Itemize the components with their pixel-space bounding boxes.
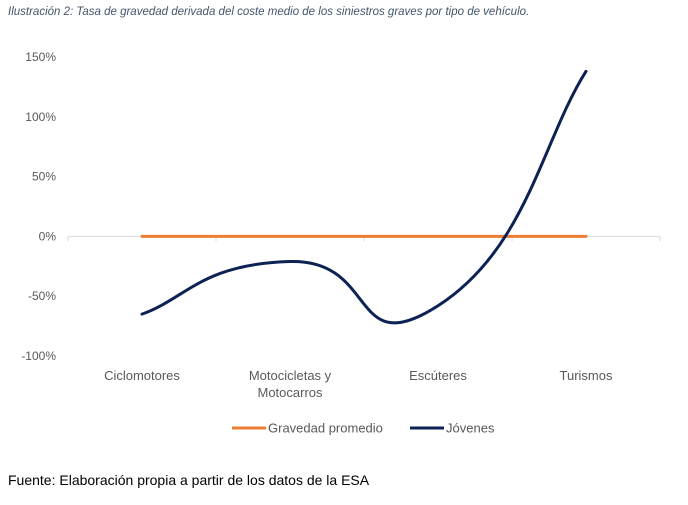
- y-tick-label: 50%: [32, 170, 56, 184]
- legend-label: Gravedad promedio: [268, 421, 383, 436]
- legend: Gravedad promedio Jóvenes: [232, 421, 495, 436]
- y-tick-label: -50%: [28, 289, 56, 303]
- y-tick-label: -100%: [21, 349, 56, 363]
- x-axis-categories: Ciclomotores Motocicletas y Motocarros Escú…: [104, 368, 613, 400]
- series-line-jovenes: [140, 69, 588, 325]
- x-category-label: Escúteres: [409, 368, 467, 383]
- chart-series: [140, 69, 588, 325]
- source-note: Fuente: Elaboración propia a partir de l…: [8, 472, 370, 488]
- x-category-label: Ciclomotores: [104, 368, 180, 383]
- x-category-label: Motocicletas y Motocarros: [249, 368, 332, 400]
- y-axis-ticks: 150% 100% 50% 0% -50% -100%: [21, 50, 56, 363]
- y-tick-label: 0%: [39, 229, 57, 243]
- y-tick-label: 100%: [25, 110, 56, 124]
- figure-caption: Ilustración 2: Tasa de gravedad derivada…: [8, 6, 530, 18]
- line-chart: 150% 100% 50% 0% -50% -100% Ciclomotores Motoc…: [21, 50, 661, 436]
- y-tick-label: 150%: [25, 50, 56, 64]
- x-category-label: Turismos: [560, 368, 613, 383]
- legend-label: Jóvenes: [446, 421, 495, 436]
